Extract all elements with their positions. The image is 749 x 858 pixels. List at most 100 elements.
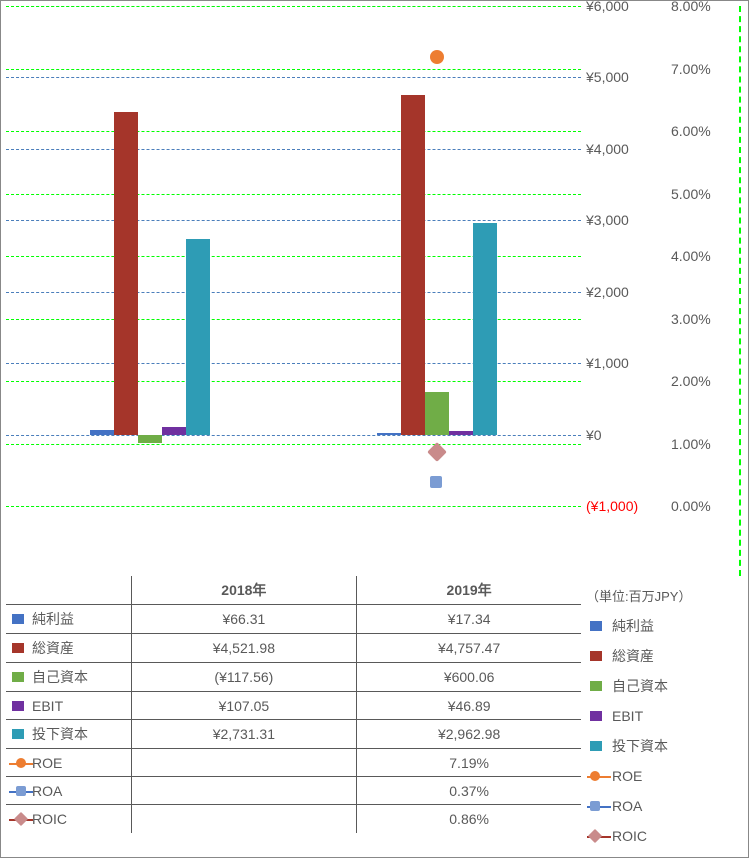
table-header (6, 576, 131, 605)
gridline-left (6, 149, 581, 150)
table-row: 総資産 ¥4,521.98¥4,757.47 (6, 634, 581, 663)
table-row: 純利益 ¥66.31¥17.34 (6, 605, 581, 634)
legend-label: ROE (612, 768, 642, 784)
table-row-label: 純利益 (32, 611, 74, 627)
legend-item: 自己資本 (586, 671, 746, 701)
table-row: ROA 0.37% (6, 777, 581, 805)
legend-item: ROE (586, 761, 746, 791)
y-right-tick-label: 8.00% (671, 0, 746, 14)
legend-label: ROIC (612, 828, 647, 844)
legend-label: ROA (612, 798, 642, 814)
legend-item: 投下資本 (586, 731, 746, 761)
table-header: 2018年 (131, 576, 357, 605)
legend-item: EBIT (586, 701, 746, 731)
bar-投下資本 (473, 223, 497, 435)
table-cell: ROE (6, 749, 131, 777)
bar-純利益 (90, 430, 114, 435)
table-row-label: 総資産 (32, 640, 74, 656)
table-cell: 7.19% (357, 749, 581, 777)
table-cell: ¥600.06 (357, 663, 581, 692)
y-right-tick-label: 0.00% (671, 498, 746, 514)
table-cell (131, 805, 357, 833)
gridline-right (6, 69, 581, 70)
table-row: ROE 7.19% (6, 749, 581, 777)
table-cell: (¥117.56) (131, 663, 357, 692)
y-left-tick-label: ¥0 (586, 427, 656, 443)
chart-legend: 純利益総資産自己資本 EBIT 投下資本 ROE ROA ROIC (586, 611, 746, 851)
y-right-tick-label: 6.00% (671, 123, 746, 139)
table-row: ROIC 0.86% (6, 805, 581, 833)
legend-item: 純利益 (586, 611, 746, 641)
bar-総資産 (114, 112, 138, 435)
table-row-label: 投下資本 (32, 726, 88, 742)
table-cell (131, 749, 357, 777)
y-left-tick-label: ¥1,000 (586, 355, 656, 371)
legend-label: EBIT (612, 708, 643, 724)
table-cell: ¥2,962.98 (357, 720, 581, 749)
gridline-left (6, 77, 581, 78)
y-left-tick-label: ¥3,000 (586, 212, 656, 228)
y-right-tick-label: 3.00% (671, 311, 746, 327)
right-axis-border (739, 6, 741, 576)
table-cell: 0.37% (357, 777, 581, 805)
y-right-tick-label: 5.00% (671, 186, 746, 202)
gridline-left (6, 220, 581, 221)
legend-label: 純利益 (612, 618, 654, 634)
table-row-label: EBIT (32, 698, 63, 714)
unit-label: （単位:百万JPY） (586, 586, 691, 605)
table-cell: ROIC (6, 805, 131, 833)
table-header: 2019年 (357, 576, 581, 605)
bar-総資産 (401, 95, 425, 435)
chart-plot-area (6, 6, 581, 576)
y-left-tick-label: (¥1,000) (586, 498, 656, 514)
table-cell: ¥4,521.98 (131, 634, 357, 663)
table-row: 投下資本 ¥2,731.31¥2,962.98 (6, 720, 581, 749)
bar-投下資本 (186, 239, 210, 434)
table-cell: 総資産 (6, 634, 131, 663)
table-cell: ¥107.05 (131, 692, 357, 720)
bar-純利益 (377, 433, 401, 434)
table-cell: EBIT (6, 692, 131, 720)
legend-label: 投下資本 (612, 738, 668, 754)
marker-ROA (430, 476, 442, 488)
legend-item: ROIC (586, 821, 746, 851)
table-row-label: ROIC (32, 811, 67, 827)
table-row-label: ROE (32, 755, 62, 771)
table-cell: 投下資本 (6, 720, 131, 749)
table-cell: 自己資本 (6, 663, 131, 692)
table-cell (131, 777, 357, 805)
y-right-tick-label: 1.00% (671, 436, 746, 452)
marker-ROE (430, 50, 444, 64)
bar-EBIT (449, 431, 473, 434)
table-cell: ¥4,757.47 (357, 634, 581, 663)
table-cell: ¥2,731.31 (131, 720, 357, 749)
y-left-tick-label: ¥2,000 (586, 284, 656, 300)
table-row: 自己資本 (¥117.56)¥600.06 (6, 663, 581, 692)
gridline-right (6, 194, 581, 195)
table-cell: ROA (6, 777, 131, 805)
data-table: 2018年2019年純利益 ¥66.31¥17.34 総資産 ¥4,521.98¥4,… (6, 576, 581, 833)
gridline-right (6, 6, 581, 7)
legend-item: 総資産 (586, 641, 746, 671)
plot-region (6, 6, 581, 506)
legend-label: 総資産 (612, 648, 654, 664)
y-right-tick-label: 2.00% (671, 373, 746, 389)
marker-ROIC (427, 442, 447, 462)
chart-container: (¥1,000)¥0¥1,000¥2,000¥3,000¥4,000¥5,000… (0, 0, 749, 858)
gridline-right (6, 131, 581, 132)
bar-自己資本 (425, 392, 449, 435)
y-left-tick-label: ¥4,000 (586, 141, 656, 157)
table-row: EBIT¥107.05¥46.89 (6, 692, 581, 720)
table-cell: ¥66.31 (131, 605, 357, 634)
table-cell: ¥17.34 (357, 605, 581, 634)
legend-item: ROA (586, 791, 746, 821)
legend-label: 自己資本 (612, 678, 668, 694)
table-row-label: 自己資本 (32, 669, 88, 685)
y-left-tick-label: ¥6,000 (586, 0, 656, 14)
table-row-label: ROA (32, 783, 62, 799)
bar-自己資本 (138, 435, 162, 443)
table-cell: 0.86% (357, 805, 581, 833)
gridline-left (6, 435, 581, 436)
bar-EBIT (162, 427, 186, 435)
y-right-tick-label: 7.00% (671, 61, 746, 77)
